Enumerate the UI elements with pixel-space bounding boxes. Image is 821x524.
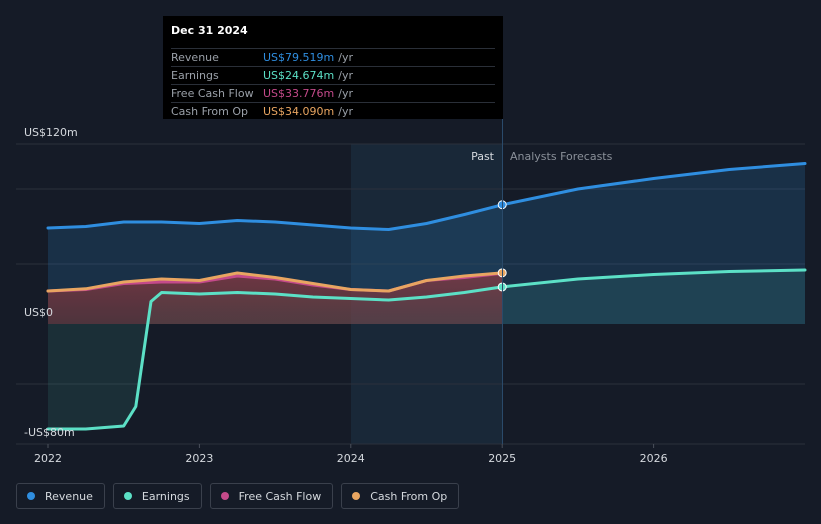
tooltip-row-revenue: Revenue US$79.519m /yr <box>171 48 495 66</box>
tooltip-unit: /yr <box>338 69 353 82</box>
area-cash-from-op <box>48 272 503 324</box>
past-label: Past <box>471 150 495 163</box>
area-free-cash-flow <box>48 273 503 324</box>
tooltip-value: US$24.674m <box>263 69 335 82</box>
x-tick-label: 2023 <box>185 452 213 465</box>
legend-item-earnings[interactable]: Earnings <box>112 483 202 509</box>
tooltip-value: US$33.776m <box>263 87 335 100</box>
x-tick-label: 2022 <box>34 452 62 465</box>
tooltip-date: Dec 31 2024 <box>171 24 248 37</box>
x-tick-label: 2024 <box>337 452 365 465</box>
y-tick-label-bottom: -US$80m <box>24 426 75 439</box>
forecast-label: Analysts Forecasts <box>510 150 613 163</box>
tooltip-label: Revenue <box>171 51 219 64</box>
legend-item-free-cash-flow[interactable]: Free Cash Flow <box>209 483 334 509</box>
line-earnings <box>46 268 807 431</box>
legend-label: Earnings <box>141 489 190 503</box>
legend: Revenue Earnings Free Cash Flow Cash Fro… <box>16 483 460 509</box>
tooltip-row-cash-from-op: Cash From Op US$34.090m /yr <box>171 102 495 120</box>
tooltip-unit: /yr <box>338 105 353 118</box>
legend-label: Cash From Op <box>370 489 448 503</box>
legend-item-revenue[interactable]: Revenue <box>16 483 105 509</box>
line-revenue <box>46 162 807 231</box>
legend-label: Free Cash Flow <box>238 489 322 503</box>
tooltip-value: US$34.090m <box>263 105 335 118</box>
y-tick-label-top: US$120m <box>24 126 78 139</box>
x-tick-label: 2026 <box>640 452 668 465</box>
y-tick-label-zero: US$0 <box>24 306 53 319</box>
tooltip-label: Free Cash Flow <box>171 87 254 100</box>
tooltip-row-earnings: Earnings US$24.674m /yr <box>171 66 495 84</box>
tooltip-value: US$79.519m <box>263 51 335 64</box>
line-cash-from-op <box>46 271 504 293</box>
legend-dot-icon <box>352 492 361 500</box>
chart-area: Past Analysts Forecasts US$120m US$0 -US… <box>16 118 807 465</box>
legend-dot-icon <box>27 492 35 500</box>
x-tick-label: 2025 <box>488 452 516 465</box>
tooltip-unit: /yr <box>338 51 353 64</box>
tooltip: Dec 31 2024 Revenue US$79.519m /yr Earni… <box>163 16 503 119</box>
legend-label: Revenue <box>45 489 93 503</box>
legend-dot-icon <box>123 492 132 500</box>
tooltip-row-free-cash-flow: Free Cash Flow US$33.776m /yr <box>171 84 495 102</box>
legend-item-cash-from-op[interactable]: Cash From Op <box>341 483 460 509</box>
tooltip-label: Cash From Op <box>171 105 249 118</box>
legend-dot-icon <box>220 492 229 500</box>
tooltip-unit: /yr <box>338 87 353 100</box>
tooltip-label: Earnings <box>171 69 219 82</box>
